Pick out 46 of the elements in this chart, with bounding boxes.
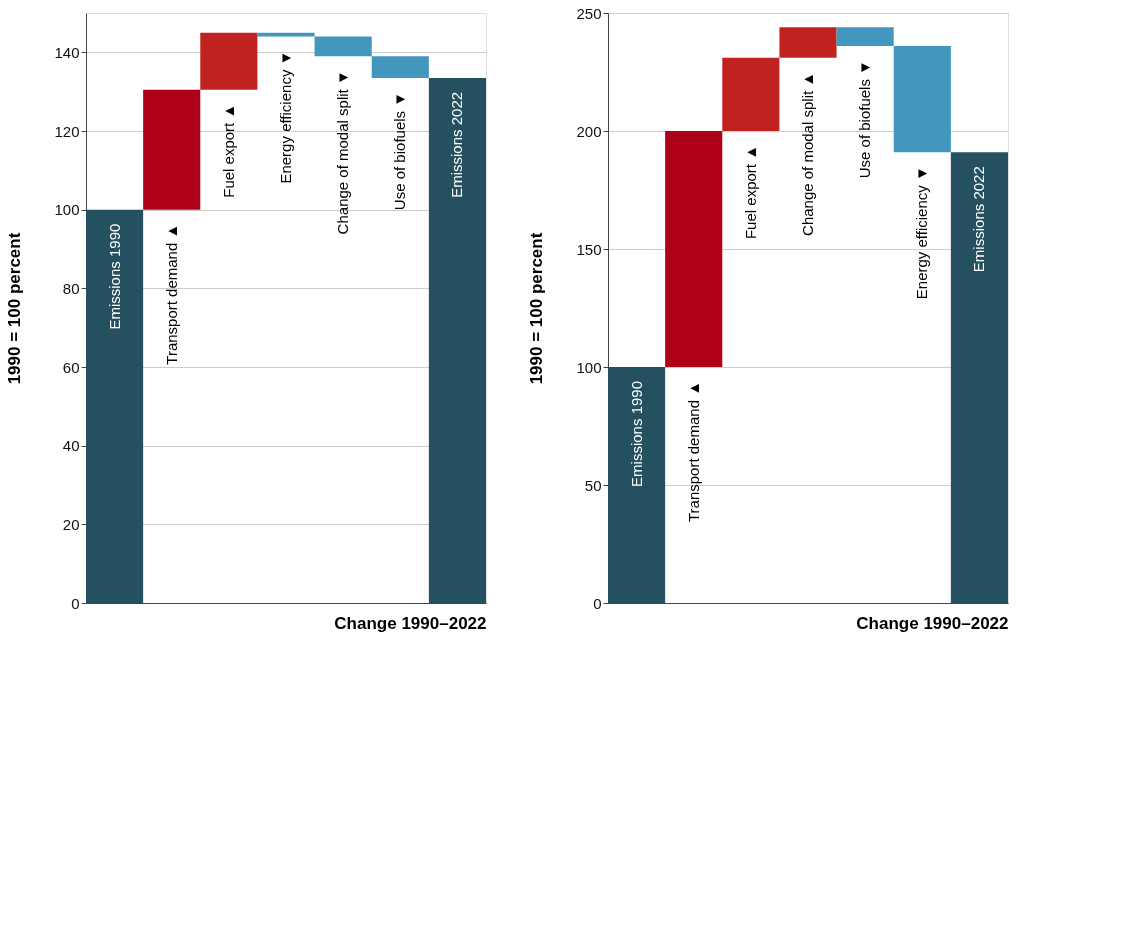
- y-tick-label: 60: [62, 358, 80, 376]
- bar: [665, 131, 723, 367]
- x-tick-label: Energy efficiency ▼: [277, 50, 294, 184]
- x-axis-title: Change 1990–2022: [334, 613, 487, 633]
- bar: [722, 57, 780, 131]
- x-tick-label: Emissions 1990: [627, 381, 645, 487]
- y-tick-label: 100: [576, 358, 602, 376]
- y-tick-label: 100: [54, 201, 80, 219]
- y-tick-label: 0: [71, 594, 80, 612]
- x-tick-label: Use of biofuels ▼: [856, 60, 874, 179]
- bar: [200, 32, 258, 90]
- bar: [314, 36, 372, 57]
- bar: [950, 152, 1008, 603]
- y-axis-title: 1990 = 100 percent: [5, 232, 25, 385]
- bar: [428, 77, 486, 603]
- bar: [893, 46, 951, 153]
- x-tick-label: Emissions 1990: [105, 223, 123, 330]
- bar: [371, 56, 429, 78]
- x-tick-label: Energy efficiency ▼: [913, 166, 931, 300]
- bar: [86, 209, 144, 603]
- x-axis-title: Change 1990–2022: [856, 613, 1009, 633]
- x-tick-label: Fuel export ▲: [219, 103, 237, 198]
- y-tick-label: 80: [62, 279, 80, 297]
- x-tick-label: Use of biofuels ▼: [391, 91, 409, 211]
- y-tick-label: 150: [576, 240, 602, 258]
- bar: [779, 27, 837, 58]
- bar: [608, 367, 666, 603]
- x-tick-label: Change of modal split ▲: [799, 71, 816, 236]
- x-tick-label: Transport demand ▲: [684, 381, 702, 523]
- y-tick-label: 120: [54, 122, 80, 140]
- y-axis-title: 1990 = 100 percent: [527, 232, 547, 385]
- bar: [257, 32, 315, 37]
- y-tick-label: 140: [54, 43, 80, 61]
- y-tick-label: 40: [62, 437, 80, 455]
- x-tick-label: Change of modal split ▼: [334, 70, 352, 235]
- y-tick-label: 0: [593, 594, 602, 612]
- bar: [836, 27, 894, 47]
- x-tick-label: Transport demand ▲: [162, 223, 180, 365]
- y-tick-label: 50: [584, 476, 602, 494]
- x-tick-label: Fuel export ▲: [741, 145, 759, 240]
- x-tick-label: Emissions 2022: [970, 166, 988, 273]
- y-tick-label: 200: [576, 122, 602, 140]
- x-tick-label: Emissions 2022: [448, 91, 466, 198]
- y-tick-label: 250: [576, 4, 602, 22]
- bar: [143, 89, 201, 210]
- y-tick-label: 20: [62, 515, 80, 533]
